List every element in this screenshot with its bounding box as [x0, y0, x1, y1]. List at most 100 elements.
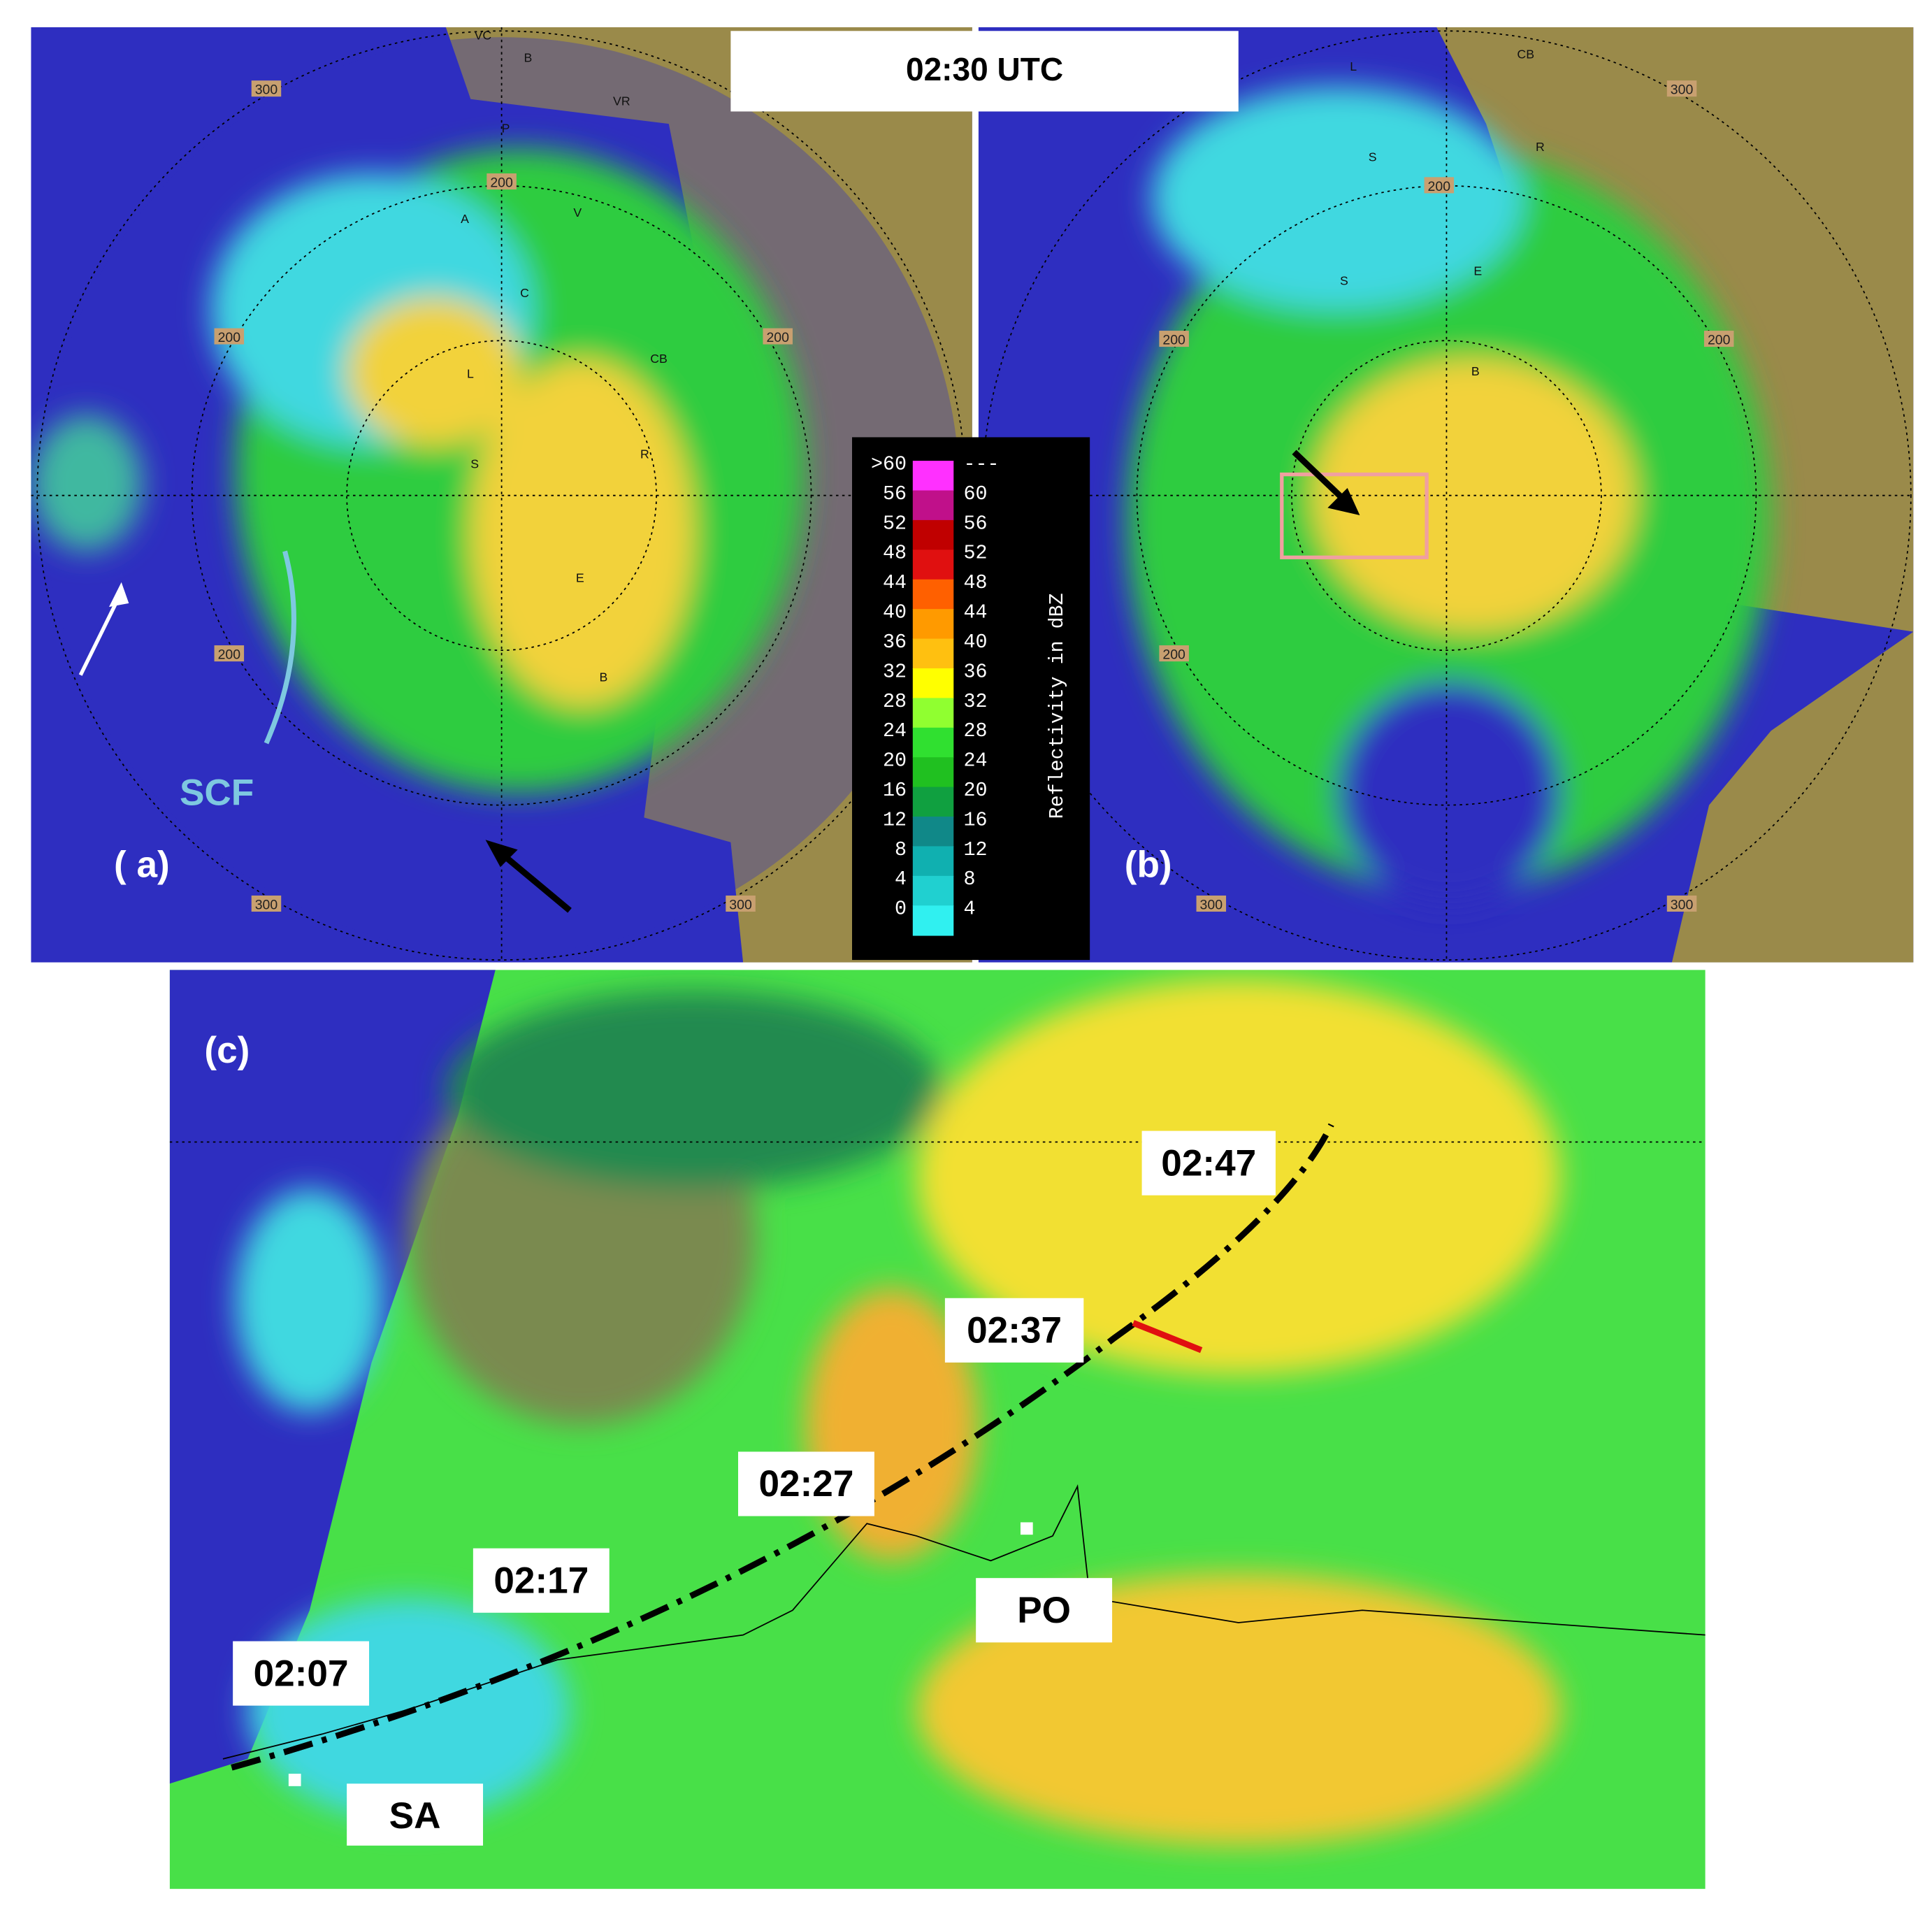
place-label: VR: [613, 94, 630, 108]
time-box: [1141, 1130, 1276, 1195]
annotation: SCF: [180, 773, 254, 814]
panel-label: ( a): [114, 844, 170, 885]
legend-label: 44: [883, 571, 907, 594]
range-label: 300: [729, 897, 752, 912]
legend-swatch: [912, 905, 954, 936]
time-label: 02:27: [758, 1463, 853, 1505]
legend-label: 0: [895, 898, 907, 921]
legend-label: 60: [963, 482, 987, 505]
place-label: S: [1369, 150, 1377, 164]
range-label: 300: [1200, 897, 1223, 912]
legend-swatch: [912, 817, 954, 847]
range-label: 300: [1671, 82, 1694, 98]
legend-label: 28: [963, 719, 987, 742]
range-label: 200: [490, 175, 513, 191]
legend-swatch: [912, 846, 954, 877]
place-label: V: [573, 206, 582, 220]
range-badge: [214, 328, 245, 345]
legend-label: 8: [963, 868, 975, 891]
legend-swatch: [912, 787, 954, 817]
panel-label: (b): [1125, 844, 1172, 885]
range-badge: [1159, 331, 1189, 347]
legend-label: 20: [883, 749, 907, 773]
range-badge: [1666, 895, 1697, 912]
range-badge: [1159, 645, 1189, 662]
legend-swatch: [912, 668, 954, 699]
place-label: L: [467, 366, 474, 380]
range-badge: [1196, 895, 1227, 912]
range-label: 300: [255, 82, 278, 98]
legend-label: 28: [883, 690, 907, 713]
legend-label: 36: [963, 660, 987, 683]
place-label: P: [502, 122, 510, 136]
time-box: [738, 1451, 874, 1516]
range-badge: [214, 645, 245, 662]
range-label: 300: [255, 897, 278, 912]
legend-swatch: [912, 875, 954, 907]
place-label: CB: [650, 352, 668, 366]
legend-label: 4: [895, 868, 907, 891]
place-label: R: [640, 447, 649, 461]
time-label: 02:47: [1161, 1142, 1256, 1184]
place-label: R: [1536, 140, 1545, 154]
legend-label: 12: [963, 838, 987, 861]
range-badge: [1666, 80, 1697, 97]
legend-label: 40: [883, 601, 907, 624]
range-badge: [726, 895, 756, 912]
legend-label: >60: [871, 452, 907, 475]
legend-label: 32: [963, 690, 987, 713]
legend-label: 36: [883, 631, 907, 654]
legend-swatch: [912, 727, 954, 759]
time-box: [473, 1548, 610, 1613]
place-label: S: [470, 457, 479, 471]
time-box: [944, 1298, 1084, 1363]
range-badge: [763, 328, 793, 345]
range-badge: [1703, 331, 1734, 347]
legend-label: 40: [963, 631, 987, 654]
legend-label: 4: [963, 898, 975, 921]
legend-label: 8: [895, 838, 907, 861]
legend-label: 24: [963, 749, 987, 773]
legend-swatch: [912, 490, 954, 521]
place-label: L: [1350, 59, 1357, 73]
legend-label: ---: [963, 452, 999, 475]
range-label: 200: [766, 330, 789, 345]
range-label: 300: [1671, 897, 1694, 912]
panel-a: [31, 27, 972, 963]
legend-label: 32: [883, 660, 907, 683]
legend-swatch: [912, 638, 954, 669]
range-label: 200: [1428, 179, 1451, 194]
legend-label: 44: [963, 601, 987, 624]
legend-label: 56: [883, 482, 907, 505]
legend-label: 12: [883, 808, 907, 831]
time-box: [233, 1641, 370, 1706]
place-label: E: [576, 571, 584, 585]
range-label: 200: [218, 647, 241, 663]
legend: [852, 437, 1090, 961]
place-label: B: [1471, 364, 1480, 378]
place-label: E: [1473, 264, 1482, 278]
legend-label: 16: [963, 808, 987, 831]
legend-label: 16: [883, 779, 907, 802]
place-label: B: [524, 51, 532, 65]
place-label: VC: [475, 29, 492, 43]
panel-c: [169, 970, 1706, 1889]
time-label: 02:07: [254, 1653, 349, 1694]
range-badge: [251, 895, 282, 912]
place-label: B: [600, 670, 608, 684]
range-label: 200: [1162, 647, 1185, 663]
legend-swatch: [912, 461, 954, 491]
legend-label: 48: [963, 571, 987, 594]
legend-swatch: [912, 698, 954, 728]
place-label: S: [1340, 273, 1348, 287]
place-label: C: [520, 286, 529, 300]
time-title: 02:30 UTC: [906, 51, 1063, 87]
legend-label: 52: [963, 542, 987, 565]
legend-swatch: [912, 757, 954, 788]
site-box: [347, 1783, 484, 1846]
time-label: 02:17: [493, 1560, 589, 1601]
place-label: A: [461, 212, 469, 226]
legend-label: 24: [883, 719, 907, 742]
